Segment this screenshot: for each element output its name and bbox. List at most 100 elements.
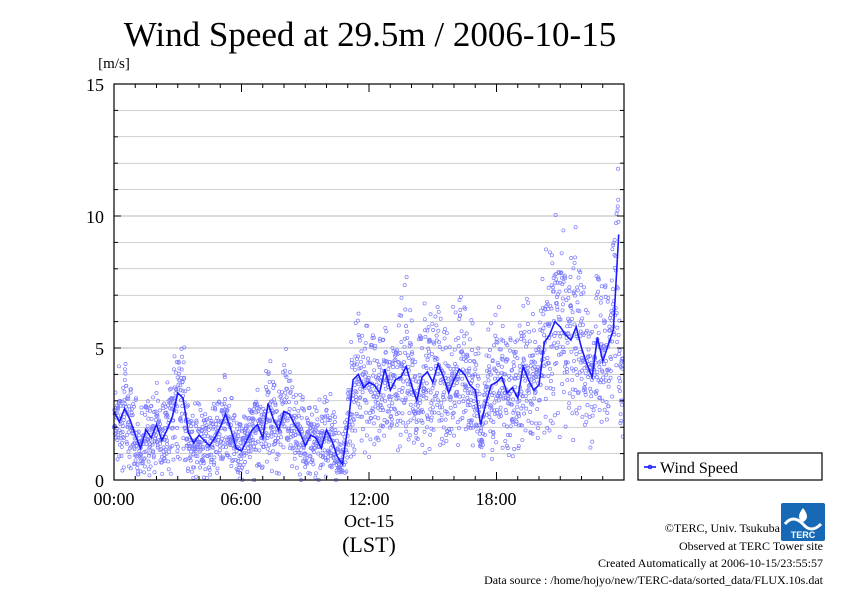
scatter-point bbox=[408, 308, 413, 313]
scatter-point bbox=[530, 312, 535, 316]
scatter-point bbox=[459, 329, 464, 334]
scatter-point bbox=[443, 327, 447, 332]
scatter-point bbox=[611, 287, 615, 292]
scatter-point bbox=[511, 410, 516, 415]
scatter-point bbox=[215, 466, 220, 471]
scatter-point bbox=[616, 166, 620, 171]
scatter-point bbox=[582, 285, 586, 290]
scatter-point bbox=[610, 394, 615, 399]
scatter-point bbox=[442, 336, 447, 341]
scatter-point bbox=[585, 310, 590, 315]
scatter-point bbox=[366, 375, 371, 380]
scatter-point bbox=[222, 375, 227, 380]
scatter-point bbox=[251, 407, 256, 412]
scatter-point bbox=[500, 354, 505, 359]
scatter-point bbox=[513, 385, 518, 390]
scatter-point bbox=[175, 375, 180, 380]
scatter-point bbox=[494, 336, 499, 341]
scatter-point bbox=[382, 381, 387, 386]
scatter-point bbox=[220, 402, 225, 407]
scatter-point bbox=[321, 415, 326, 420]
scatter-point bbox=[294, 392, 298, 397]
scatter-point bbox=[381, 393, 386, 398]
scatter-point bbox=[463, 359, 468, 364]
scatter-point bbox=[176, 360, 181, 365]
scatter-point bbox=[569, 366, 574, 371]
scatter-point bbox=[549, 306, 554, 311]
scatter-point bbox=[377, 365, 382, 370]
scatter-point bbox=[585, 403, 590, 407]
scatter-point bbox=[420, 410, 425, 415]
scatter-point bbox=[598, 359, 603, 364]
scatter-point bbox=[537, 320, 542, 325]
scatter-point bbox=[387, 409, 391, 414]
scatter-point bbox=[353, 354, 358, 359]
scatter-point bbox=[396, 323, 401, 328]
scatter-point bbox=[527, 390, 531, 395]
scatter-point bbox=[294, 400, 299, 405]
scatter-point bbox=[358, 395, 363, 400]
scatter-point bbox=[367, 454, 372, 459]
scatter-point bbox=[382, 433, 387, 438]
scatter-point bbox=[404, 429, 409, 434]
scatter-point bbox=[124, 439, 129, 444]
scatter-point bbox=[324, 407, 329, 412]
scatter-point bbox=[149, 416, 154, 421]
scatter-point bbox=[609, 278, 614, 283]
scatter-point bbox=[145, 399, 150, 404]
y-tick-label: 15 bbox=[86, 75, 104, 95]
scatter-point bbox=[350, 422, 355, 427]
scatter-point bbox=[140, 460, 145, 465]
scatter-point bbox=[425, 425, 429, 430]
scatter-point bbox=[359, 359, 363, 364]
scatter-point bbox=[407, 433, 412, 438]
scatter-point bbox=[207, 465, 212, 470]
scatter-point bbox=[561, 228, 566, 233]
scatter-point bbox=[409, 342, 414, 347]
scatter-point bbox=[438, 442, 443, 447]
scatter-point bbox=[198, 442, 203, 447]
scatter-point bbox=[606, 404, 611, 409]
scatter-point bbox=[603, 319, 608, 324]
scatter-point bbox=[201, 459, 206, 464]
scatter-point bbox=[287, 428, 292, 433]
scatter-point bbox=[177, 456, 182, 461]
scatter-point bbox=[529, 420, 534, 425]
scatter-point bbox=[356, 333, 361, 338]
scatter-point bbox=[131, 402, 136, 406]
scatter-point bbox=[566, 316, 571, 321]
scatter-point bbox=[266, 370, 271, 375]
scatter-point bbox=[183, 426, 188, 431]
scatter-point bbox=[376, 416, 381, 421]
scatter-point bbox=[315, 417, 320, 422]
scatter-point bbox=[408, 418, 413, 423]
scatter-point bbox=[409, 318, 414, 323]
scatter-point bbox=[155, 414, 160, 418]
scatter-point bbox=[443, 417, 448, 422]
scatter-point bbox=[510, 417, 515, 421]
scatter-point bbox=[488, 403, 493, 408]
scatter-point bbox=[282, 424, 287, 429]
scatter-point bbox=[591, 341, 596, 346]
scatter-point bbox=[414, 379, 419, 384]
scatter-point bbox=[584, 330, 589, 335]
scatter-point bbox=[457, 298, 462, 302]
scatter-point bbox=[146, 459, 151, 464]
scatter-point bbox=[592, 404, 597, 409]
scatter-point bbox=[455, 420, 460, 425]
scatter-point bbox=[444, 331, 449, 336]
scatter-point bbox=[115, 407, 120, 412]
scatter-point bbox=[571, 387, 575, 392]
scatter-point bbox=[458, 313, 463, 318]
scatter-point bbox=[499, 394, 504, 399]
scatter-point bbox=[291, 445, 296, 450]
scatter-point bbox=[266, 390, 271, 395]
scatter-point bbox=[135, 422, 140, 427]
scatter-point bbox=[189, 469, 194, 474]
scatter-point bbox=[466, 425, 471, 430]
scatter-point bbox=[389, 423, 394, 428]
scatter-point bbox=[489, 408, 494, 413]
scatter-point bbox=[364, 410, 369, 415]
scatter-point bbox=[191, 421, 196, 426]
scatter-point bbox=[384, 359, 389, 363]
